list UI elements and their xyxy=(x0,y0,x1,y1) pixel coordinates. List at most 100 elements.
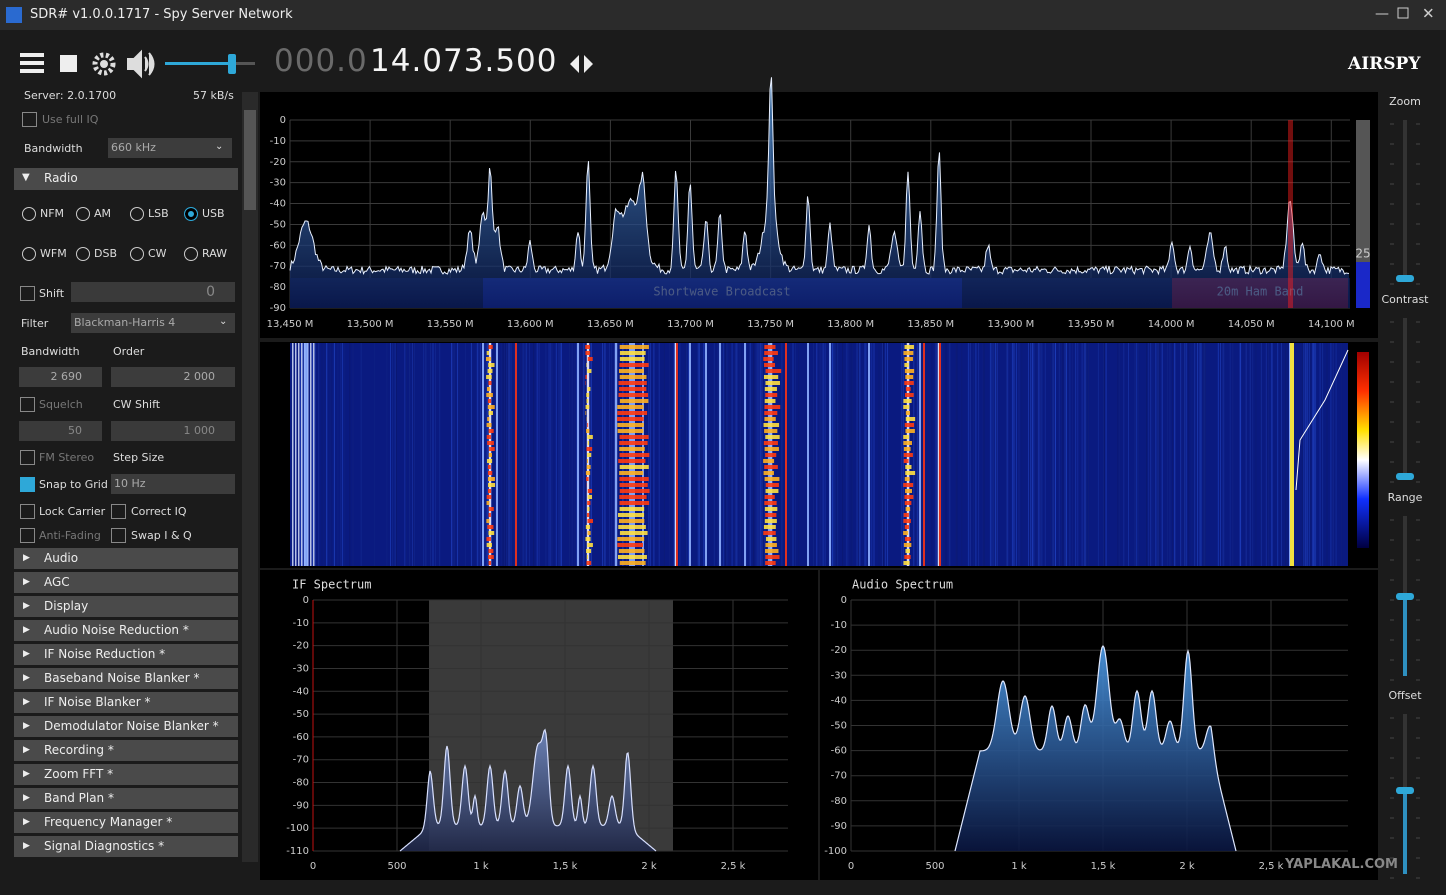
waterfall-noise xyxy=(406,343,408,566)
squelch-input[interactable]: 50 xyxy=(19,421,102,441)
waterfall-noise xyxy=(525,343,527,566)
mode-radio[interactable] xyxy=(76,247,90,261)
fm-stereo-checkbox[interactable] xyxy=(20,450,35,465)
waterfall-hot xyxy=(764,417,776,421)
correct-iq-checkbox[interactable] xyxy=(111,504,126,519)
slider-label: Contrast xyxy=(1381,293,1429,306)
y-tick-label: -50 xyxy=(831,721,847,732)
waterfall-noise xyxy=(1239,343,1241,566)
snap-checkbox[interactable] xyxy=(20,477,35,492)
section-header[interactable]: Baseband Noise Blanker * xyxy=(14,668,238,689)
waterfall-noise xyxy=(1039,343,1041,566)
swap-iq-checkbox[interactable] xyxy=(111,528,126,543)
waterfall-hot xyxy=(486,543,492,547)
y-tick-label: -70 xyxy=(831,771,847,782)
mode-radio[interactable] xyxy=(22,207,36,221)
section-header[interactable]: Band Plan * xyxy=(14,788,238,809)
lock-carrier-checkbox[interactable] xyxy=(20,504,35,519)
waterfall-noise xyxy=(1267,343,1269,566)
maximize[interactable] xyxy=(1397,7,1409,19)
section-header[interactable]: Display xyxy=(14,596,238,617)
order-input[interactable]: 2 000 xyxy=(111,367,235,387)
waterfall-noise xyxy=(913,343,915,566)
mode-radio[interactable] xyxy=(184,247,198,261)
section-header[interactable]: Audio xyxy=(14,548,238,569)
waterfall-hot xyxy=(486,435,492,439)
waterfall-noise xyxy=(821,343,823,566)
slider-thumb[interactable] xyxy=(1396,473,1414,480)
volume-thumb[interactable] xyxy=(228,54,236,74)
waterfall-line xyxy=(676,343,678,566)
section-header[interactable]: IF Noise Reduction * xyxy=(14,644,238,665)
waterfall-noise xyxy=(392,343,394,566)
volume-button[interactable] xyxy=(127,49,155,79)
waterfall-hot xyxy=(486,519,490,523)
minimize[interactable]: — xyxy=(1375,6,1389,22)
close[interactable]: ✕ xyxy=(1422,5,1435,23)
anti-fading-checkbox[interactable] xyxy=(20,528,35,543)
waterfall-noise xyxy=(902,343,904,566)
slider-thumb[interactable] xyxy=(1396,593,1414,600)
section-header[interactable]: Signal Diagnostics * xyxy=(14,836,238,857)
waterfall-noise xyxy=(835,343,837,566)
waterfall-noise xyxy=(758,343,759,566)
waterfall-noise xyxy=(920,343,922,566)
waterfall-noise xyxy=(1050,343,1052,566)
section-header[interactable]: Frequency Manager * xyxy=(14,812,238,833)
waterfall-hot xyxy=(763,375,779,379)
waterfall-noise xyxy=(395,343,397,566)
tune-arrows[interactable] xyxy=(570,55,593,73)
radio-header[interactable]: Radio xyxy=(14,168,238,190)
mode-radio[interactable] xyxy=(22,247,36,261)
squelch-checkbox[interactable] xyxy=(20,397,35,412)
fm-stereo-label: FM Stereo xyxy=(39,451,95,464)
menu-button[interactable] xyxy=(20,53,44,73)
waterfall-noise xyxy=(685,343,687,566)
waterfall-noise xyxy=(734,343,736,566)
mode-radio[interactable] xyxy=(184,207,198,221)
section-header[interactable]: Recording * xyxy=(14,740,238,761)
section-header[interactable]: AGC xyxy=(14,572,238,593)
filter-select[interactable]: Blackman-Harris 4 xyxy=(71,313,235,333)
waterfall-noise xyxy=(404,343,406,566)
settings-button[interactable] xyxy=(92,52,116,76)
waterfall-noise xyxy=(887,343,889,566)
section-header[interactable]: Zoom FFT * xyxy=(14,764,238,785)
bandwidth-input[interactable]: 2 690 xyxy=(19,367,102,387)
waterfall-noise xyxy=(982,343,984,566)
waterfall-noise xyxy=(822,343,824,566)
waterfall-hot xyxy=(904,555,911,559)
scrollbar[interactable] xyxy=(242,92,258,862)
mode-radio[interactable] xyxy=(130,207,144,221)
mode-radio[interactable] xyxy=(76,207,90,221)
step-select[interactable]: 10 Hz xyxy=(111,474,235,494)
waterfall-noise xyxy=(948,343,950,566)
x-tick-label: 13,600 M xyxy=(507,319,554,330)
waterfall-noise xyxy=(470,343,472,566)
waterfall-noise xyxy=(882,343,883,566)
section-header[interactable]: Demodulator Noise Blanker * xyxy=(14,716,238,737)
shift-checkbox[interactable] xyxy=(20,286,35,301)
cw-shift-input[interactable]: 1 000 xyxy=(111,421,235,441)
waterfall-noise xyxy=(945,343,947,566)
section-arrow: ▶ xyxy=(23,769,30,779)
mode-radio[interactable] xyxy=(130,247,144,261)
section-header[interactable]: IF Noise Blanker * xyxy=(14,692,238,713)
slider-thumb[interactable] xyxy=(1396,787,1414,794)
x-tick-label: 500 xyxy=(925,861,944,872)
cw-shift-label: CW Shift xyxy=(113,398,161,411)
waterfall-noise xyxy=(749,343,750,566)
bandwidth-select[interactable]: 660 kHz xyxy=(108,138,232,158)
section-header[interactable]: Audio Noise Reduction * xyxy=(14,620,238,641)
stop-button[interactable] xyxy=(60,55,77,72)
waterfall-noise xyxy=(569,343,571,566)
x-tick-label: 2 k xyxy=(641,861,657,872)
slider-label: Zoom xyxy=(1389,95,1421,108)
waterfall-noise xyxy=(409,343,410,566)
slider-thumb[interactable] xyxy=(1396,275,1414,282)
full-iq-checkbox[interactable] xyxy=(22,112,37,127)
waterfall-hot xyxy=(905,471,916,475)
shift-input[interactable]: 0 xyxy=(71,282,235,302)
waterfall-hot xyxy=(904,369,915,373)
waterfall-noise xyxy=(529,343,530,566)
